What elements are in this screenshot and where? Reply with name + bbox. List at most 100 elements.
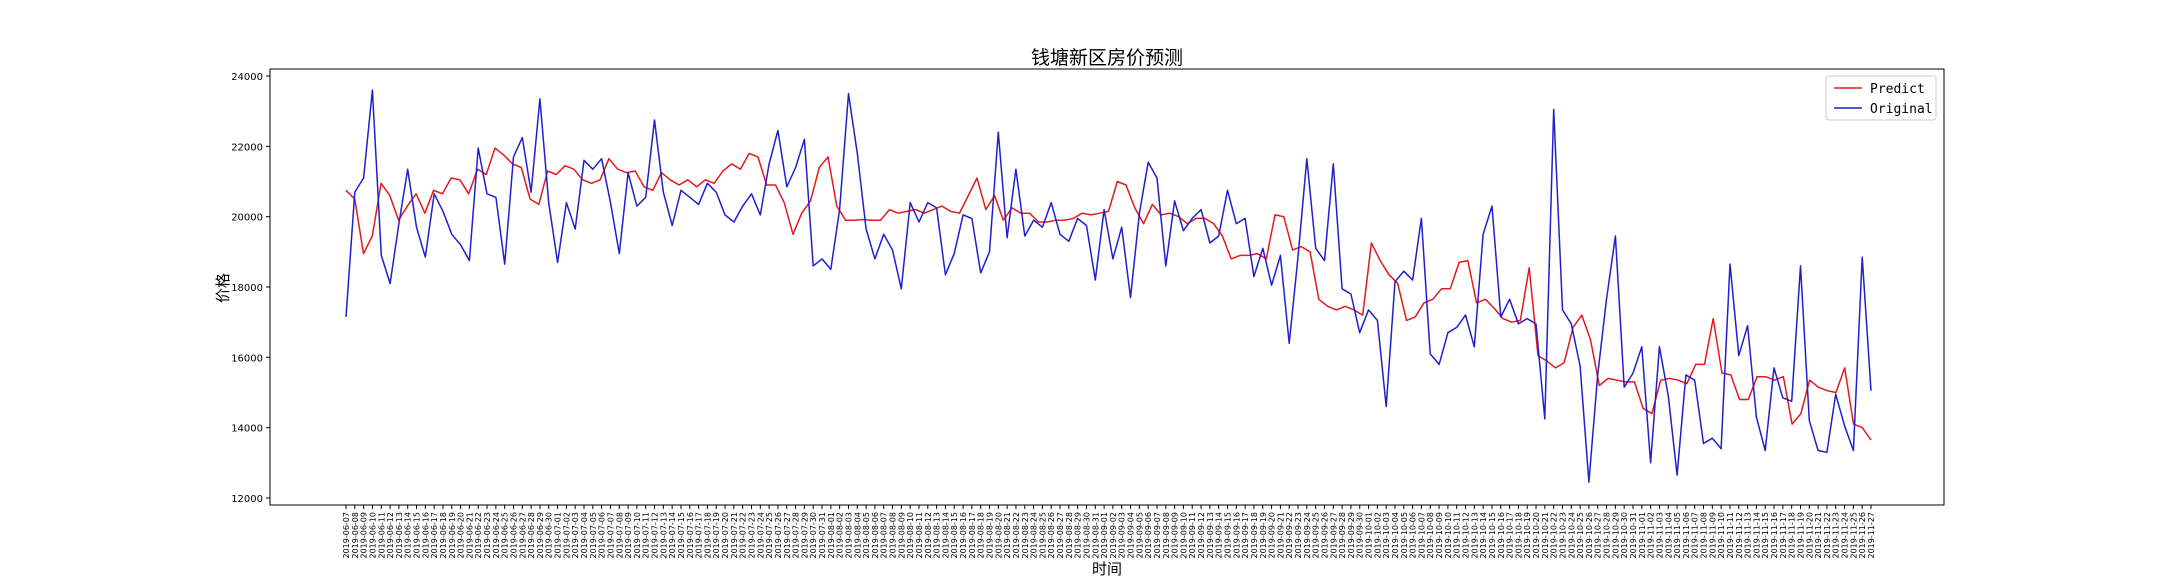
y-tick-label: 24000 <box>231 72 263 83</box>
x-tick-label: 2019-11-07 <box>1691 512 1700 559</box>
x-tick-label: 2019-09-12 <box>1197 512 1206 559</box>
legend-label-predict: Predict <box>1870 82 1925 97</box>
x-tick-label: 2019-10-30 <box>1620 512 1629 559</box>
x-tick-label: 2019-07-03 <box>571 512 580 559</box>
x-tick-label: 2019-08-27 <box>1056 512 1065 559</box>
x-tick-label: 2019-10-16 <box>1497 512 1506 559</box>
x-tick-label: 2019-06-20 <box>457 512 466 559</box>
x-tick-label: 2019-09-29 <box>1347 512 1356 559</box>
chart-title: 钱塘新区房价预测 <box>1031 47 1183 69</box>
x-tick-label: 2019-11-02 <box>1647 512 1656 559</box>
x-tick-label: 2019-10-28 <box>1603 512 1612 559</box>
x-tick-label: 2019-09-09 <box>1171 512 1180 559</box>
x-tick-label: 2019-07-04 <box>580 512 589 559</box>
x-tick-label: 2019-11-26 <box>1858 512 1867 559</box>
x-tick-label: 2019-08-26 <box>1047 512 1056 559</box>
x-tick-label: 2019-11-18 <box>1788 512 1797 559</box>
x-tick-label: 2019-10-06 <box>1409 512 1418 559</box>
x-tick-label: 2019-08-16 <box>959 512 968 559</box>
x-tick-label: 2019-09-18 <box>1250 512 1259 559</box>
x-tick-label: 2019-11-24 <box>1841 512 1850 559</box>
x-tick-label: 2019-11-10 <box>1717 512 1726 559</box>
x-tick-label: 2019-07-16 <box>686 512 695 559</box>
x-tick-label: 2019-11-08 <box>1700 512 1709 559</box>
x-tick-label: 2019-07-14 <box>668 512 677 559</box>
x-tick-label: 2019-06-14 <box>404 512 413 559</box>
x-tick-label: 2019-08-06 <box>871 512 880 559</box>
x-tick-label: 2019-09-04 <box>1127 512 1136 559</box>
x-tick-label: 2019-06-19 <box>448 512 457 559</box>
x-tick-label: 2019-11-12 <box>1735 512 1744 559</box>
x-tick-label: 2019-08-25 <box>1038 512 1047 559</box>
x-tick-label: 2019-11-27 <box>1867 512 1876 559</box>
x-tick-label: 2019-06-17 <box>430 512 439 559</box>
x-tick-label: 2019-09-23 <box>1294 512 1303 559</box>
series-layer <box>345 89 1872 483</box>
x-tick-label: 2019-09-07 <box>1153 512 1162 559</box>
x-tick-label: 2019-08-01 <box>827 512 836 559</box>
x-tick-label: 2019-08-10 <box>906 512 915 559</box>
x-tick-label: 2019-06-27 <box>518 512 527 559</box>
x-tick-label: 2019-08-14 <box>941 512 950 559</box>
x-tick-label: 2019-06-25 <box>501 512 510 559</box>
x-tick-label: 2019-08-28 <box>1065 512 1074 559</box>
y-tick-label: 22000 <box>231 142 263 153</box>
x-tick-label: 2019-10-27 <box>1594 512 1603 559</box>
x-tick-label: 2019-11-13 <box>1744 512 1753 559</box>
y-tick-label: 12000 <box>231 494 263 505</box>
x-tick-label: 2019-11-06 <box>1682 512 1691 559</box>
x-tick-label: 2019-07-22 <box>739 512 748 559</box>
x-tick-label: 2019-10-14 <box>1479 512 1488 559</box>
x-tick-label: 2019-07-26 <box>774 512 783 559</box>
x-tick-label: 2019-08-08 <box>889 512 898 559</box>
x-tick-label: 2019-07-12 <box>651 512 660 559</box>
x-tick-label: 2019-11-21 <box>1814 512 1823 559</box>
x-tick-label: 2019-10-31 <box>1629 512 1638 559</box>
x-tick-label: 2019-08-02 <box>836 512 845 559</box>
x-tick-label: 2019-09-03 <box>1118 512 1127 559</box>
x-tick-label: 2019-06-23 <box>483 512 492 559</box>
x-tick-label: 2019-10-26 <box>1585 512 1594 559</box>
x-tick-label: 2019-07-27 <box>783 512 792 559</box>
x-tick-label: 2019-08-21 <box>1003 512 1012 559</box>
x-tick-label: 2019-11-19 <box>1796 512 1805 559</box>
x-tick-label: 2019-07-30 <box>809 512 818 559</box>
x-tick-label: 2019-06-07 <box>342 512 351 559</box>
x-tick-label: 2019-08-03 <box>844 512 853 559</box>
x-tick-label: 2019-07-09 <box>624 512 633 559</box>
x-tick-label: 2019-10-09 <box>1435 512 1444 559</box>
x-tick-label: 2019-11-03 <box>1655 512 1664 559</box>
x-tick-label: 2019-07-02 <box>562 512 571 559</box>
x-tick-label: 2019-06-26 <box>509 512 518 559</box>
x-tick-label: 2019-08-22 <box>1012 512 1021 559</box>
x-tick-label: 2019-06-13 <box>395 512 404 559</box>
x-tick-label: 2019-09-30 <box>1356 512 1365 559</box>
x-tick-label: 2019-09-19 <box>1259 512 1268 559</box>
x-tick-label: 2019-10-20 <box>1532 512 1541 559</box>
x-tick-label: 2019-06-09 <box>360 512 369 559</box>
x-tick-label: 2019-07-11 <box>642 512 651 559</box>
x-tick-label: 2019-11-25 <box>1849 512 1858 559</box>
x-tick-label: 2019-10-08 <box>1426 512 1435 559</box>
x-tick-label: 2019-10-03 <box>1382 512 1391 559</box>
x-tick-label: 2019-07-31 <box>818 512 827 559</box>
x-tick-label: 2019-08-04 <box>853 512 862 559</box>
x-tick-label: 2019-07-23 <box>747 512 756 559</box>
x-tick-label: 2019-10-29 <box>1611 512 1620 559</box>
x-tick-label: 2019-09-06 <box>1144 512 1153 559</box>
x-tick-label: 2019-06-18 <box>439 512 448 559</box>
legend-box <box>1825 75 1937 121</box>
x-tick-label: 2019-07-21 <box>730 512 739 559</box>
x-tick-label: 2019-09-08 <box>1162 512 1171 559</box>
x-tick-label: 2019-07-29 <box>800 512 809 559</box>
x-tick-label: 2019-08-11 <box>915 512 924 559</box>
x-tick-label: 2019-08-12 <box>924 512 933 559</box>
x-tick-label: 2019-10-05 <box>1400 512 1409 559</box>
x-tick-label: 2019-11-15 <box>1761 512 1770 559</box>
x-tick-label: 2019-08-17 <box>968 512 977 559</box>
x-tick-label: 2019-07-07 <box>606 512 615 559</box>
y-tick-label: 20000 <box>231 213 263 224</box>
x-tick-label: 2019-11-14 <box>1752 512 1761 559</box>
x-tick-label: 2019-10-22 <box>1550 512 1559 559</box>
x-tick-label: 2019-07-06 <box>598 512 607 559</box>
